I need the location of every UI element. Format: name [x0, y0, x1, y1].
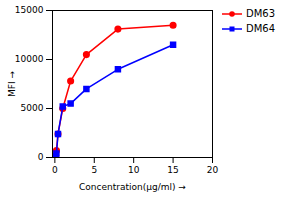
svg-text:15000: 15000 — [15, 5, 44, 15]
svg-text:Concentration(μg/ml) →: Concentration(μg/ml) → — [79, 182, 186, 192]
svg-text:15: 15 — [167, 165, 178, 175]
svg-text:0: 0 — [52, 165, 58, 175]
html-text:DM64: DM64 — [246, 23, 276, 34]
svg-text:5: 5 — [91, 165, 97, 175]
svg-text:20: 20 — [207, 165, 219, 175]
html-text:DM63: DM63 — [246, 8, 276, 19]
svg-text:MFI →: MFI → — [7, 71, 17, 97]
svg-text:10: 10 — [128, 165, 140, 175]
svg-text:0: 0 — [38, 152, 44, 162]
svg-text:5000: 5000 — [21, 103, 44, 113]
svg-text:10000: 10000 — [15, 54, 44, 64]
